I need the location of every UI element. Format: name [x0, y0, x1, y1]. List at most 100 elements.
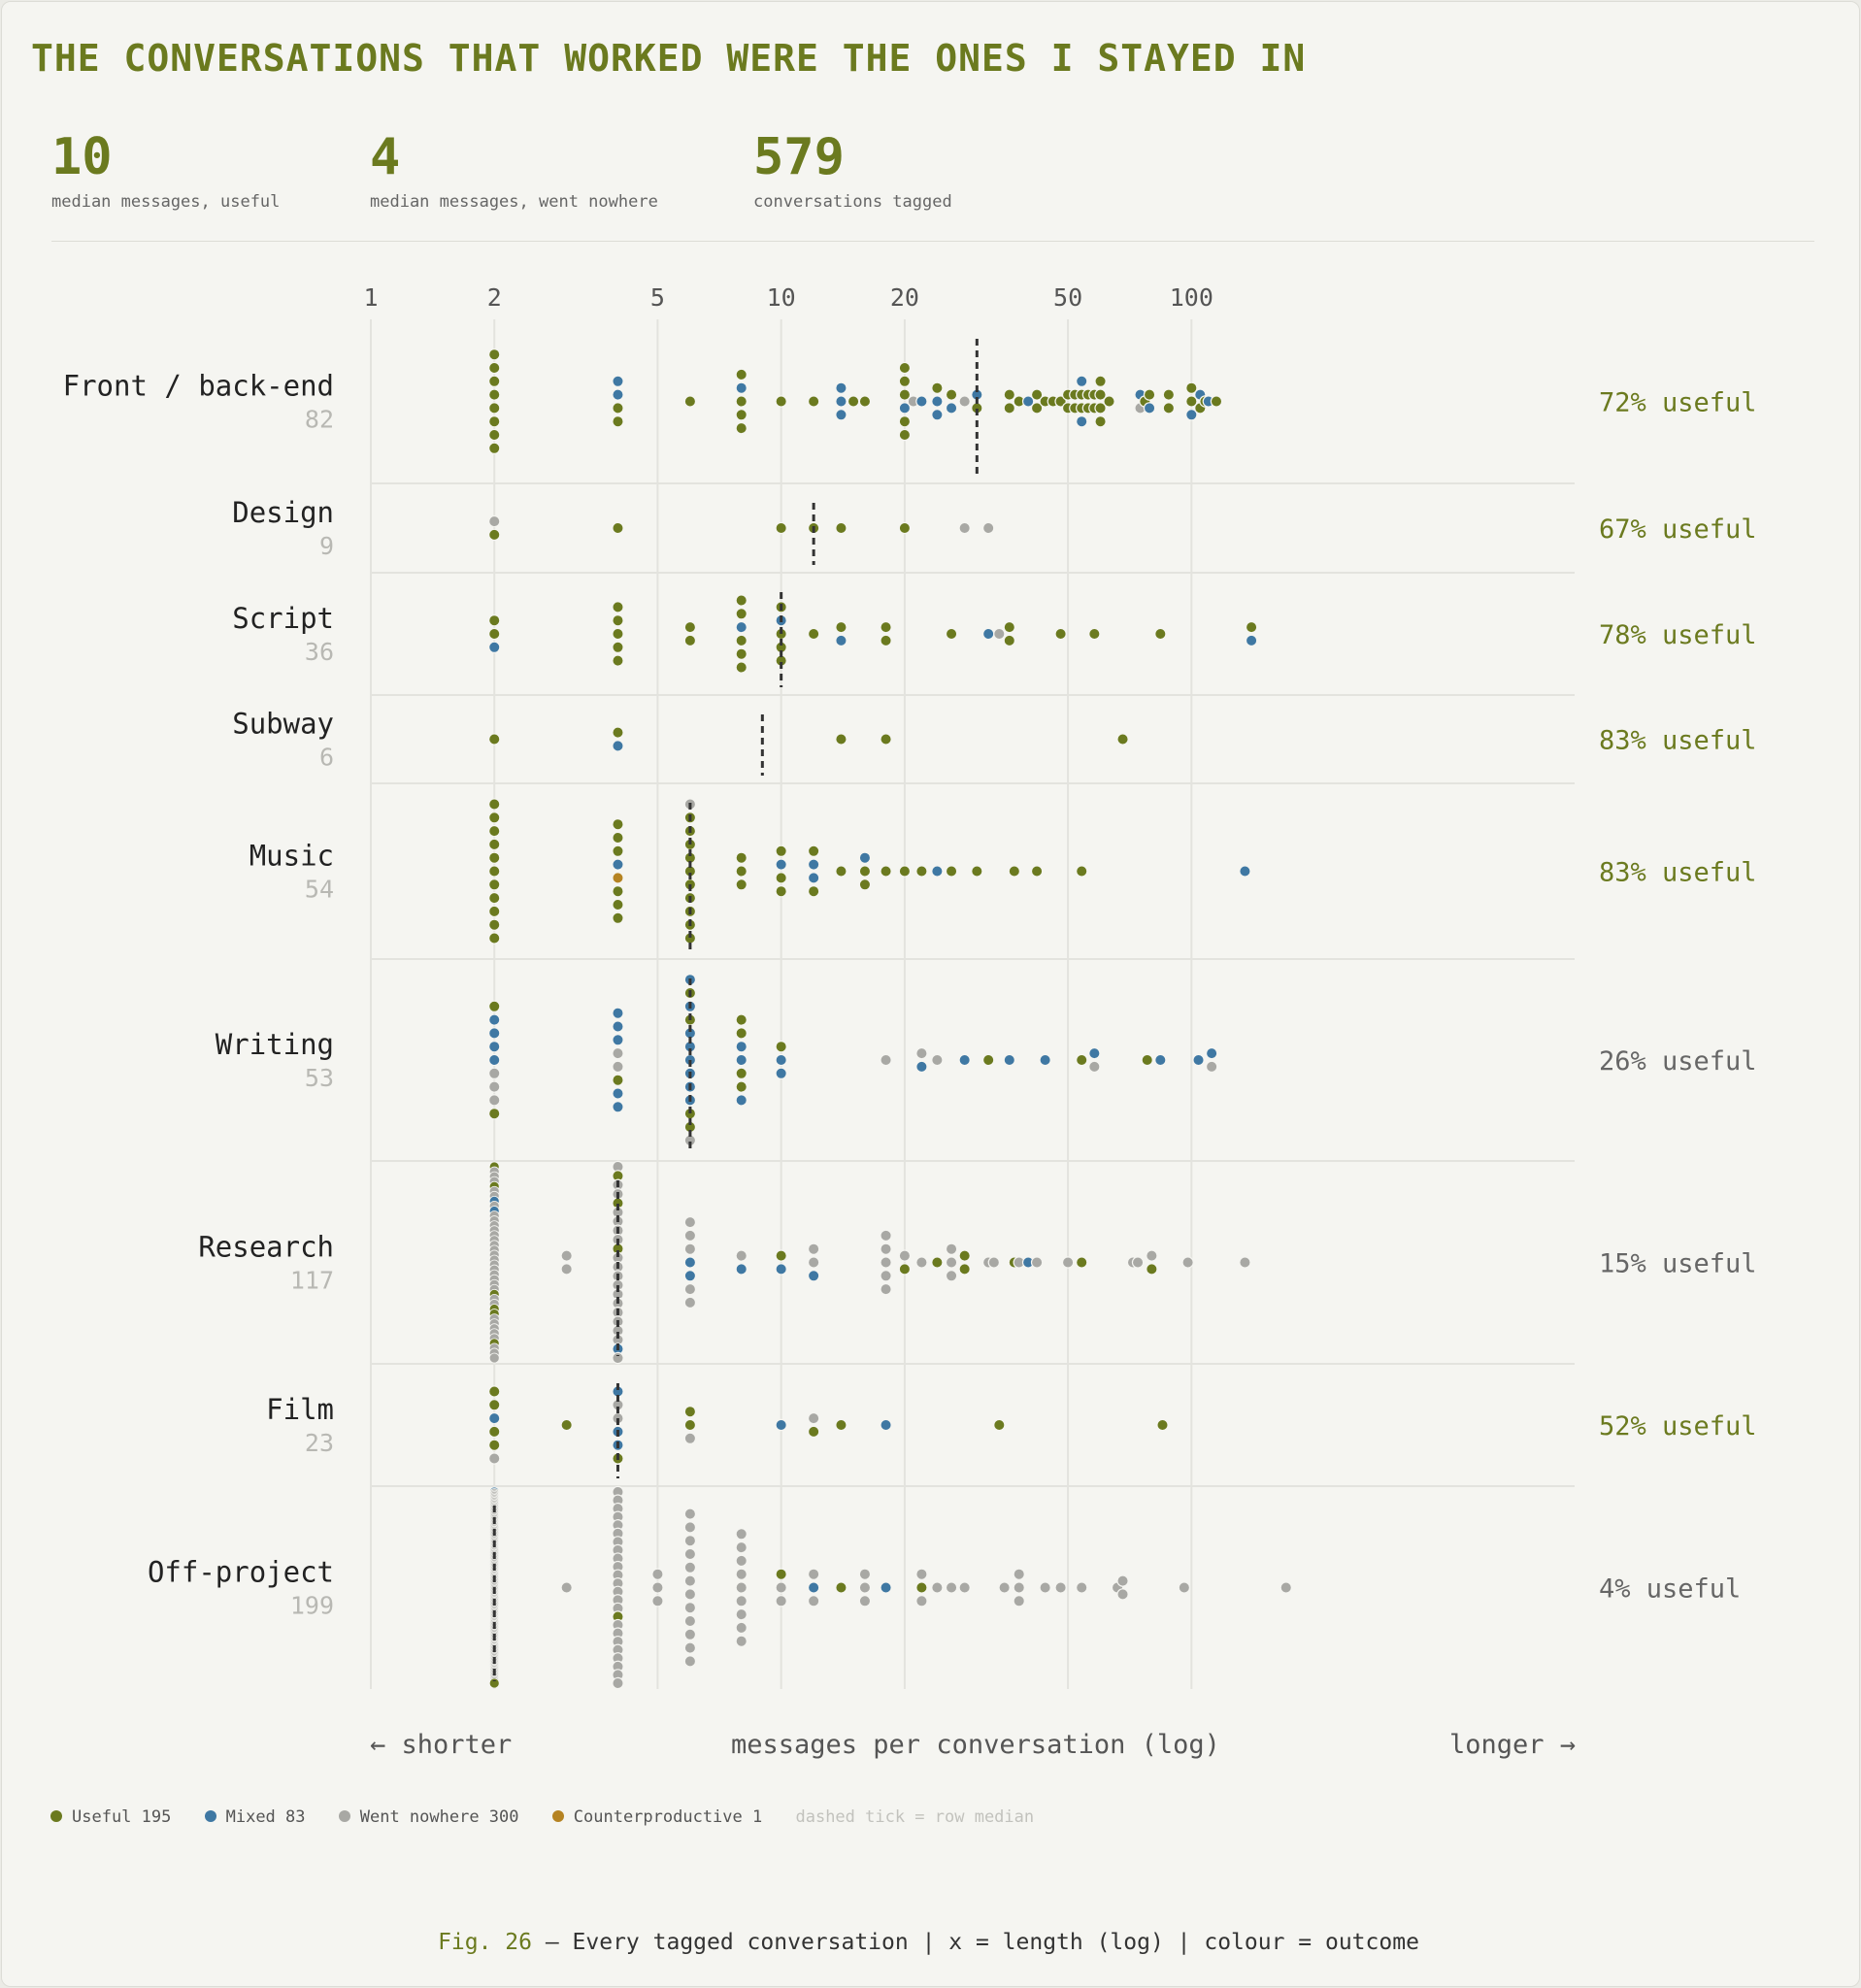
dot-mixed — [958, 1053, 971, 1067]
dot-mixed — [775, 858, 787, 871]
dot-mixed — [1021, 395, 1035, 408]
dot-mixed — [488, 1013, 501, 1026]
dot-useful — [488, 1677, 500, 1689]
dot-useful — [1094, 415, 1107, 428]
dot-useful — [1008, 865, 1021, 878]
dot-useful — [971, 865, 983, 878]
dot-nowhere — [1030, 1256, 1044, 1269]
dot-useful — [898, 428, 912, 442]
dot-useful — [775, 885, 787, 898]
dot-mixed — [488, 1040, 501, 1053]
dot-nowhere — [683, 1521, 697, 1534]
dot-nowhere — [683, 1296, 697, 1309]
row-count: 9 — [319, 532, 334, 560]
dot-mixed — [612, 1087, 624, 1100]
dot-nowhere — [488, 1080, 501, 1093]
dot-nowhere — [945, 1256, 958, 1269]
dot-nowhere — [683, 1534, 697, 1547]
dot-nowhere — [858, 1595, 872, 1607]
dot-useful — [775, 521, 787, 535]
dot-nowhere — [612, 1351, 624, 1365]
dot-nowhere — [858, 1581, 872, 1594]
dot-useful — [1143, 388, 1156, 401]
dot-nowhere — [1061, 1256, 1075, 1269]
dot-useful — [898, 388, 912, 401]
row-count: 199 — [290, 1592, 334, 1620]
dot-useful — [931, 1256, 944, 1269]
dot-nowhere — [488, 1352, 500, 1364]
stat-label: median messages, went nowhere — [370, 192, 658, 212]
dot-nowhere — [915, 1256, 928, 1269]
dot-useful — [735, 634, 748, 647]
dot-mixed — [612, 388, 624, 401]
dot-useful — [488, 442, 501, 454]
dot-useful — [958, 1249, 971, 1262]
dot-useful — [612, 1074, 624, 1086]
dot-nowhere — [612, 1060, 624, 1074]
dot-nowhere — [1131, 1256, 1145, 1269]
legend-swatch — [551, 1810, 564, 1822]
dot-nowhere — [993, 627, 1006, 641]
dot-mixed — [880, 1581, 892, 1594]
dot-nowhere — [1088, 1060, 1101, 1074]
dot-useful — [488, 1425, 501, 1439]
dot-useful — [735, 421, 748, 435]
dot-useful — [488, 361, 501, 375]
dot-nowhere — [488, 514, 501, 528]
dot-mixed — [775, 1067, 787, 1080]
dot-useful — [880, 733, 892, 746]
x-tick-label: 5 — [650, 283, 665, 312]
dot-nowhere — [1205, 1060, 1218, 1074]
dot-useful — [612, 898, 624, 911]
dot-nowhere — [683, 1574, 697, 1587]
dot-useful — [807, 395, 820, 408]
dot-useful — [1185, 381, 1198, 394]
row-count: 36 — [305, 638, 334, 666]
dot-useful — [612, 818, 624, 831]
row-percent-useful: 72% useful — [1599, 388, 1757, 418]
dot-useful — [1141, 1053, 1153, 1067]
legend-label: Counterproductive 1 — [573, 1807, 763, 1827]
dot-nowhere — [1116, 1574, 1129, 1587]
dot-useful — [735, 1080, 748, 1093]
dot-nowhere — [1178, 1581, 1191, 1594]
dot-useful — [1076, 1053, 1088, 1067]
dot-mixed — [612, 740, 624, 752]
x-tick-label: 100 — [1170, 283, 1213, 312]
dot-useful — [1054, 395, 1067, 408]
dot-useful — [612, 614, 624, 627]
dot-useful — [981, 1053, 995, 1067]
dot-useful — [1094, 402, 1107, 414]
row-count: 23 — [305, 1429, 334, 1457]
dot-nowhere — [488, 1452, 501, 1465]
dot-useful — [488, 851, 501, 864]
dot-useful — [735, 409, 748, 421]
dot-mixed — [915, 1060, 928, 1074]
dot-useful — [1030, 388, 1044, 401]
dot-mixed — [931, 409, 944, 421]
row-count: 82 — [305, 406, 334, 434]
row-label: Research — [198, 1231, 334, 1264]
legend-swatch — [338, 1810, 350, 1822]
dot-useful — [931, 381, 944, 394]
dot-nowhere — [958, 395, 971, 408]
dot-mixed — [683, 1270, 697, 1282]
dot-mixed — [612, 1034, 624, 1046]
dot-mixed — [488, 1053, 501, 1067]
dot-useful — [612, 654, 624, 667]
dot-nowhere — [981, 521, 995, 535]
row-percent-useful: 52% useful — [1599, 1411, 1757, 1441]
dot-useful — [775, 395, 787, 408]
dot-useful — [1003, 620, 1015, 634]
dot-useful — [612, 601, 624, 613]
dot-useful — [807, 845, 820, 858]
dot-useful — [915, 865, 928, 878]
dot-useful — [1076, 1256, 1088, 1269]
dot-nowhere — [612, 1046, 624, 1060]
dot-nowhere — [945, 1581, 958, 1594]
dot-useful — [683, 1418, 697, 1432]
x-tick-label: 20 — [890, 283, 919, 312]
stats-divider — [51, 241, 1814, 242]
figure-caption: Fig. 26 — Every tagged conversation | x … — [0, 1930, 1857, 1955]
dot-mixed — [1076, 375, 1088, 387]
